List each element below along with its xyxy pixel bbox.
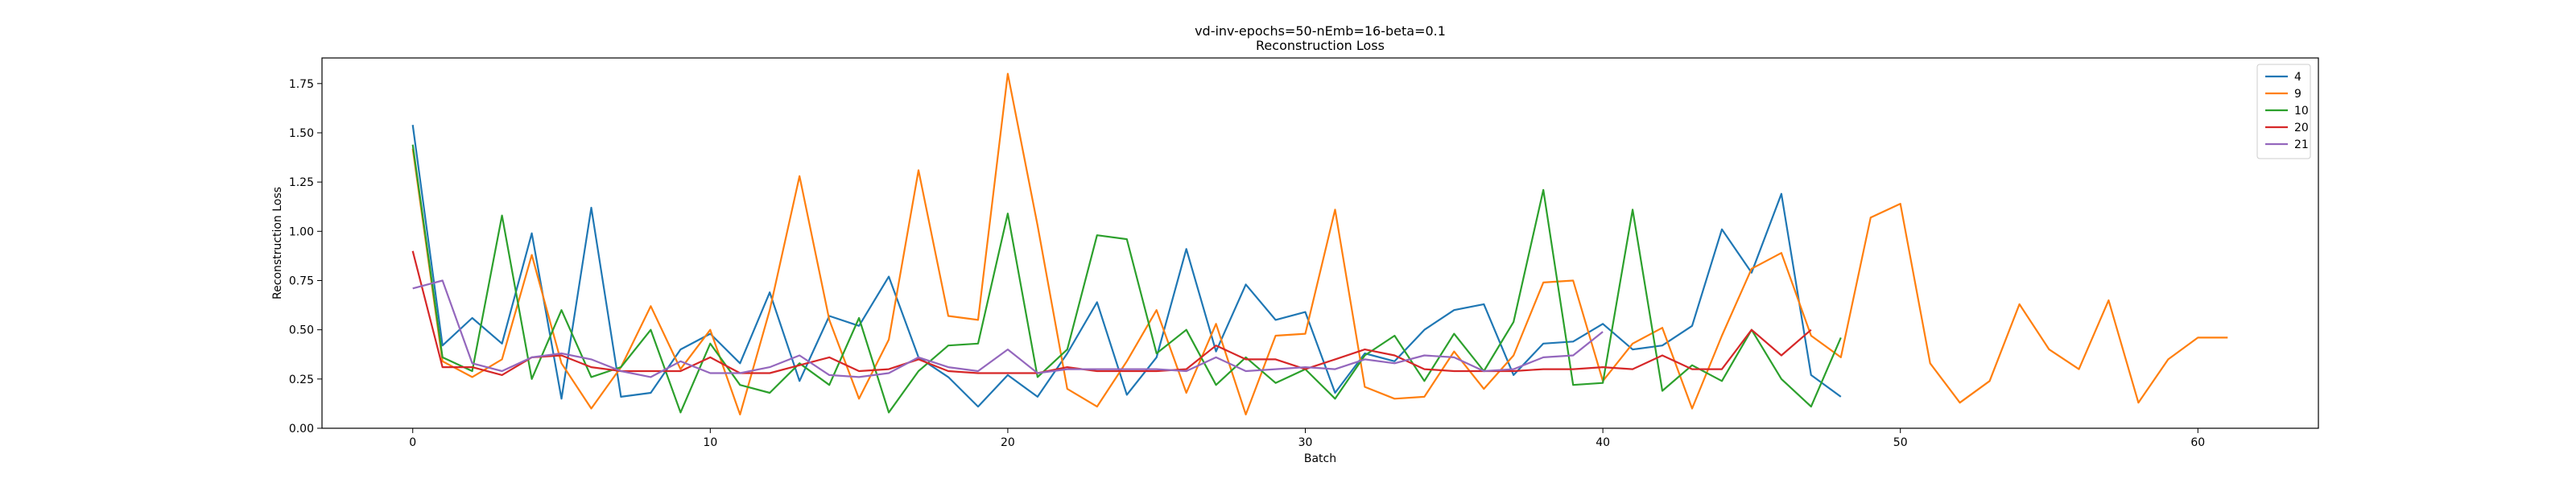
series-line-10 [411,144,1842,414]
x-axis-ticks: 0 10 20 30 40 50 60 [409,428,2205,449]
y-tick-label: 0.25 [289,374,314,386]
legend-label: 4 [2294,71,2301,84]
axes-frame [321,57,2319,429]
chart-title: vd-inv-epochs=50-nEmb=16-beta=0.1 [1195,23,1446,39]
y-tick-label: 1.50 [289,127,314,140]
chart-subtitle: Reconstruction Loss [1256,38,1385,53]
y-tick-label: 1.00 [289,225,314,238]
y-tick-label: 0.50 [289,324,314,337]
y-tick-label: 0.75 [289,275,314,287]
legend-label: 10 [2294,105,2309,118]
x-tick-label: 40 [1596,436,1610,449]
series-line-21 [412,279,1604,378]
x-tick-label: 50 [1893,436,1908,449]
series-line-20 [411,250,1812,376]
x-tick-label: 20 [1001,436,1015,449]
legend-label: 21 [2294,138,2309,151]
y-tick-label: 0.00 [289,423,314,436]
legend-label: 20 [2294,122,2309,134]
series-layer [411,72,2228,416]
y-tick-label: 1.25 [289,176,314,189]
x-tick-label: 30 [1298,436,1313,449]
legend-box [2256,64,2311,159]
x-axis-label: Batch [1304,452,1336,465]
series-line-4 [411,125,1842,408]
x-tick-label: 10 [703,436,717,449]
legend: 4 9 10 20 21 [2256,64,2311,159]
y-axis-ticks: 0.00 0.25 0.50 0.75 1.00 1.25 1.50 1.75 [289,78,322,436]
y-axis-label: Reconstruction Loss [271,187,284,299]
x-tick-label: 60 [2190,436,2205,449]
x-tick-label: 0 [409,436,416,449]
series-line-9 [411,72,2228,416]
legend-label: 9 [2294,88,2301,101]
y-tick-label: 1.75 [289,78,314,91]
